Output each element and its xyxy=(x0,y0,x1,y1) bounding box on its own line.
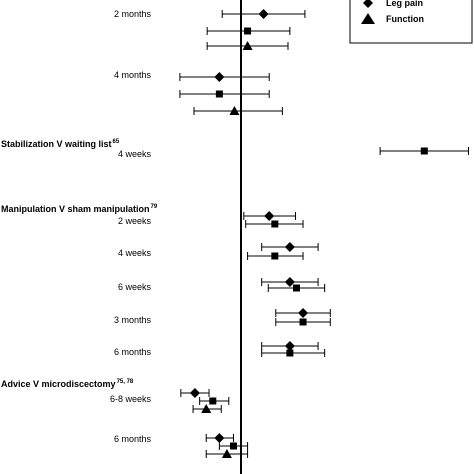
square-marker xyxy=(209,397,217,405)
row-label: 2 weeks xyxy=(118,216,152,226)
group-reference: 75, 78 xyxy=(117,379,134,385)
diamond-marker xyxy=(298,308,309,318)
legend-label-function: Function xyxy=(386,14,424,24)
group-label: Advice V microdiscectomy xyxy=(1,379,116,389)
row-label: 4 weeks xyxy=(118,248,152,258)
diamond-marker xyxy=(214,433,225,443)
row-label: 4 months xyxy=(114,70,152,80)
row-label: 6 weeks xyxy=(118,282,152,292)
legend: Leg pain Function xyxy=(349,0,473,44)
row-label: 6 months xyxy=(114,347,152,357)
group-reference: 79 xyxy=(151,204,158,210)
diamond-marker xyxy=(264,211,275,221)
row-label: 6 months xyxy=(114,434,152,444)
triangle-marker xyxy=(201,404,212,413)
triangle-marker xyxy=(242,41,253,50)
group-label: Stabilization V waiting list xyxy=(1,139,112,149)
square-marker xyxy=(244,27,252,35)
diamond-marker xyxy=(189,388,200,398)
square-marker xyxy=(271,220,279,228)
row-label: 2 months xyxy=(114,9,152,19)
diamond-marker xyxy=(258,9,269,19)
triangle-marker xyxy=(229,106,240,115)
square-marker xyxy=(271,252,279,260)
square-marker xyxy=(229,442,237,450)
row-label: 4 weeks xyxy=(118,149,152,159)
legend-diamond-icon xyxy=(363,0,373,8)
legend-label-leg-pain: Leg pain xyxy=(386,0,423,8)
diamond-marker xyxy=(284,277,295,287)
diamond-marker xyxy=(284,242,295,252)
diamond-marker xyxy=(214,72,225,82)
square-marker xyxy=(420,147,428,155)
diamond-marker xyxy=(284,341,295,351)
row-label: 6-8 weeks xyxy=(110,394,152,404)
group-reference: 65 xyxy=(113,139,120,145)
square-marker xyxy=(215,90,223,98)
square-marker xyxy=(299,318,307,326)
legend-triangle-icon xyxy=(361,13,375,24)
square-marker xyxy=(286,349,294,357)
row-label: 3 months xyxy=(114,315,152,325)
triangle-marker xyxy=(221,449,232,458)
square-marker xyxy=(292,284,300,292)
group-label: Manipulation V sham manipulation xyxy=(1,204,150,214)
